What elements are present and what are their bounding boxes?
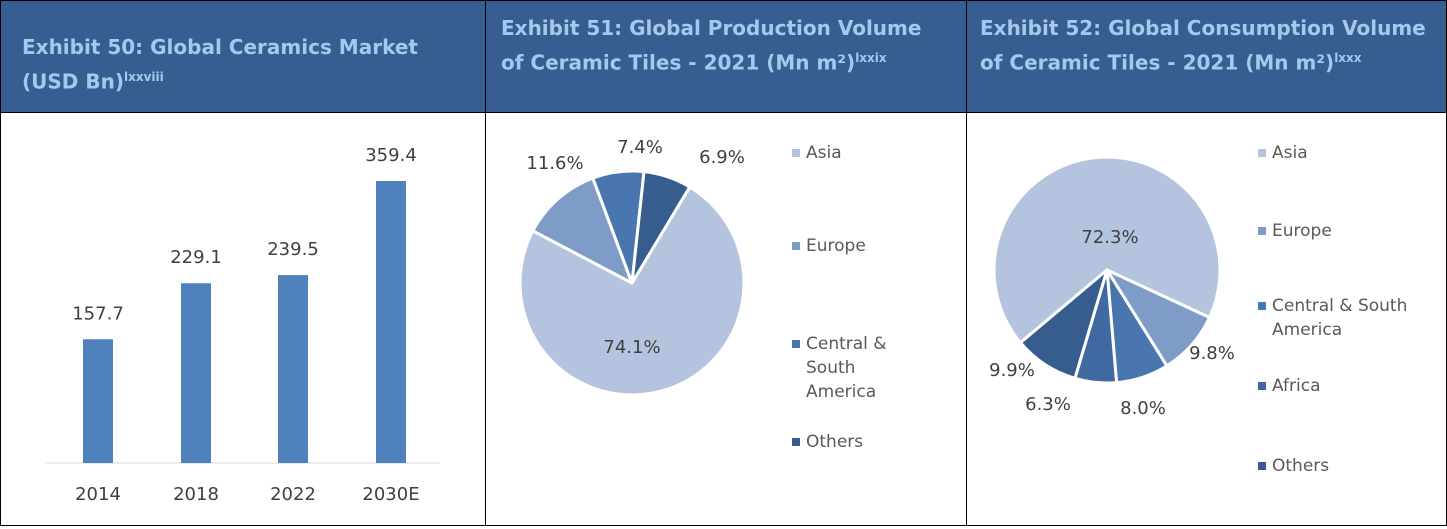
legend-entry: Central & South America — [1258, 294, 1432, 342]
header: Exhibit 50: Global Ceramics Market (USD … — [1, 1, 485, 113]
pie-slice — [630, 170, 692, 285]
legend-marker — [792, 149, 800, 157]
legend-entry: Others — [792, 430, 906, 454]
legend-marker — [1258, 302, 1266, 310]
chart-title: Exhibit 51: Global Production Volume of … — [501, 13, 946, 78]
bar — [181, 283, 211, 463]
legend-label: Central & South America — [806, 334, 887, 402]
data-label: 11.6% — [526, 153, 583, 174]
x-tick-label: 2014 — [75, 484, 121, 505]
x-tick-label: 2022 — [270, 484, 316, 505]
legend-label: Europe — [1272, 221, 1332, 241]
legend-entry: Asia — [792, 141, 906, 165]
legend-entry: Europe — [1258, 219, 1432, 243]
legend-marker — [1258, 382, 1266, 390]
data-label: 74.1% — [603, 337, 660, 358]
header: Exhibit 51: Global Production Volume of … — [486, 1, 966, 113]
panel: Exhibit 52: Global Consumption Volume of… — [966, 0, 1447, 526]
data-label: 6.3% — [1025, 394, 1071, 415]
legend-marker — [1258, 227, 1266, 235]
pie-slice — [992, 155, 1222, 345]
data-label: 229.1 — [170, 247, 222, 268]
legend-label: Europe — [806, 236, 866, 256]
title-text: Exhibit 50: Global Ceramics Market (USD … — [22, 35, 418, 94]
legend-label: Africa — [1272, 376, 1321, 396]
title-note: lxxx — [1334, 51, 1362, 65]
bar — [83, 339, 113, 463]
pie-slice — [1018, 268, 1109, 380]
legend-label: Others — [806, 432, 864, 452]
title-text: Exhibit 52: Global Consumption Volume of… — [980, 16, 1426, 75]
data-label: 9.8% — [1189, 343, 1235, 364]
legend-entry: Africa — [1258, 374, 1432, 398]
legend-marker — [1258, 462, 1266, 470]
data-label: 239.5 — [267, 239, 319, 260]
panel: Exhibit 51: Global Production Volume of … — [485, 0, 967, 526]
title-note: lxxix — [855, 51, 887, 65]
legend-entry: Others — [1258, 454, 1432, 478]
x-tick-label: 2018 — [173, 484, 219, 505]
legend-label: Asia — [806, 143, 842, 163]
x-tick-label: 2030E — [362, 484, 419, 505]
data-label: 157.7 — [72, 303, 124, 324]
legend-marker — [792, 340, 800, 348]
pie-slice — [531, 176, 634, 285]
legend-label: Others — [1272, 456, 1330, 476]
legend-marker — [792, 242, 800, 250]
title-note: lxxviii — [123, 70, 164, 84]
panel: Exhibit 50: Global Ceramics Market (USD … — [0, 0, 486, 526]
legend-entry: Asia — [1258, 141, 1432, 165]
legend-label: Asia — [1272, 143, 1308, 163]
chart-title: Exhibit 52: Global Consumption Volume of… — [980, 13, 1426, 78]
header: Exhibit 52: Global Consumption Volume of… — [967, 1, 1446, 113]
legend-marker — [1258, 149, 1266, 157]
data-label: 6.9% — [699, 147, 745, 168]
data-label: 359.4 — [365, 145, 417, 166]
legend-entry: Europe — [792, 234, 906, 258]
bar — [278, 275, 308, 463]
data-label: 8.0% — [1120, 398, 1166, 419]
legend-entry: Central & South America — [792, 332, 906, 404]
data-label: 9.9% — [989, 360, 1035, 381]
bar — [376, 181, 406, 463]
legend-label: Central & South America — [1272, 296, 1408, 340]
chart-title: Exhibit 50: Global Ceramics Market (USD … — [22, 32, 465, 97]
data-label: 7.4% — [617, 137, 663, 158]
legend-marker — [792, 438, 800, 446]
pie-slice — [518, 185, 746, 397]
data-label: 72.3% — [1081, 227, 1138, 248]
title-text: Exhibit 51: Global Production Volume of … — [501, 16, 922, 75]
